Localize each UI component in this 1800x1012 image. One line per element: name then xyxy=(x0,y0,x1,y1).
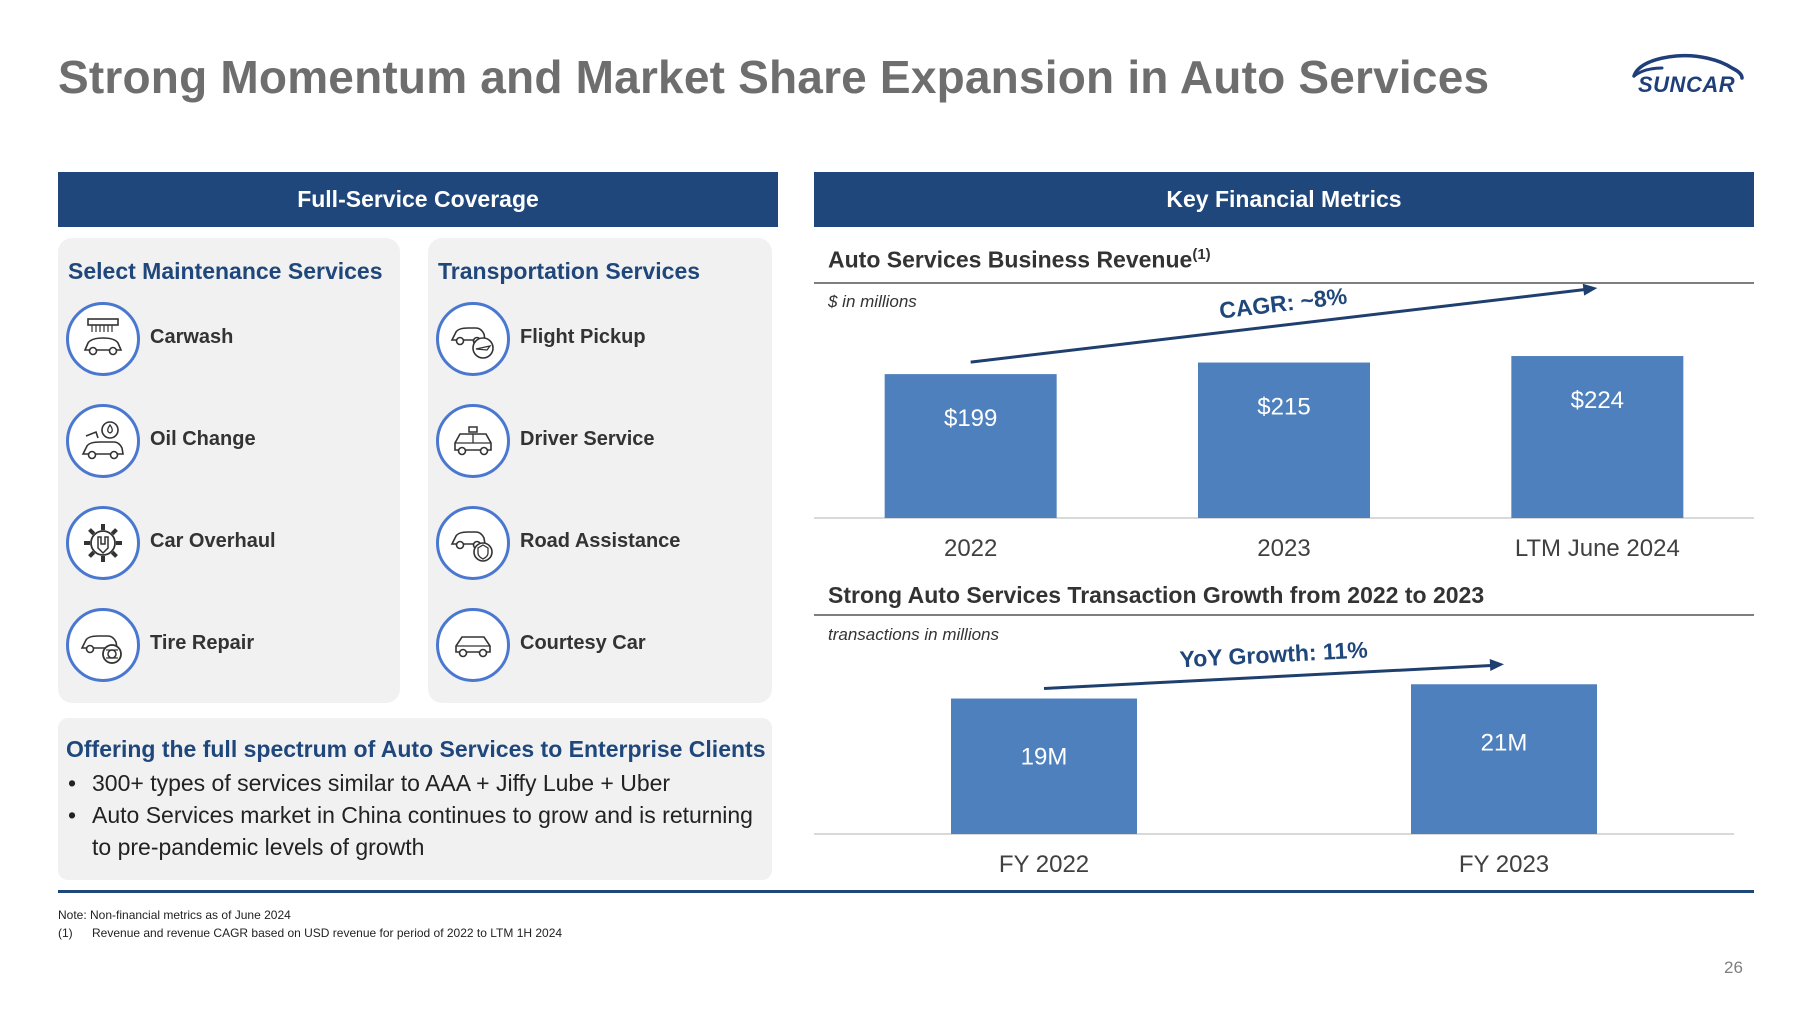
data-label: $224 xyxy=(1571,387,1624,414)
page-number: 26 xyxy=(1724,958,1743,977)
service-item-tire-repair: Tire Repair xyxy=(66,608,386,684)
data-label: $199 xyxy=(944,405,997,432)
bar xyxy=(884,374,1057,518)
taxi-icon xyxy=(436,404,510,478)
offering-box: Offering the full spectrum of Auto Servi… xyxy=(58,718,772,880)
maintenance-heading: Select Maintenance Services xyxy=(68,258,383,284)
gear-wrench-icon xyxy=(66,506,140,580)
offering-bullets: 300+ types of services similar to AAA + … xyxy=(66,767,764,863)
transportation-heading: Transportation Services xyxy=(438,258,701,284)
carwash-icon xyxy=(66,302,140,376)
offering-bullet: 300+ types of services similar to AAA + … xyxy=(66,767,764,799)
transportation-panel: Transportation Services Flight Pickup Dr… xyxy=(428,238,772,703)
logo-text: SUNCAR xyxy=(1638,72,1736,97)
bar xyxy=(1198,362,1370,518)
revenue-title: Auto Services Business Revenue(1) xyxy=(828,246,1211,274)
data-label: $215 xyxy=(1257,394,1310,421)
transactions-title-rule xyxy=(814,614,1754,616)
logo-car-outline-icon xyxy=(1632,53,1744,80)
service-label: Car Overhaul xyxy=(150,530,276,552)
service-item-flight-pickup: Flight Pickup xyxy=(436,302,756,378)
footnote-text: Revenue and revenue CAGR based on USD re… xyxy=(92,926,563,940)
revenue-unit-label: $ in millions xyxy=(828,292,917,311)
bar xyxy=(1511,356,1684,518)
footnote-ref: (1) xyxy=(1192,246,1211,263)
road-assistance-icon xyxy=(436,506,510,580)
car-icon xyxy=(436,608,510,682)
footnote-number: (1) xyxy=(58,926,73,940)
growth-annotation: CAGR: ~8% xyxy=(1218,283,1349,324)
offering-title: Offering the full spectrum of Auto Servi… xyxy=(66,736,766,762)
service-label: Carwash xyxy=(150,326,234,348)
trend-arrow xyxy=(970,287,1590,364)
service-label: Flight Pickup xyxy=(520,326,646,348)
revenue-title-rule xyxy=(814,282,1754,284)
full-service-band: Full-Service Coverage xyxy=(58,172,778,227)
tire-repair-icon xyxy=(66,608,140,682)
service-label: Tire Repair xyxy=(150,632,255,654)
service-item-oil-change: Oil Change xyxy=(66,404,386,480)
service-item-car-overhaul: Car Overhaul xyxy=(66,506,386,582)
key-metrics-band: Key Financial Metrics xyxy=(814,172,1754,227)
revenue-title-text: Auto Services Business Revenue xyxy=(828,246,1193,273)
service-item-driver-service: Driver Service xyxy=(436,404,756,480)
service-label: Courtesy Car xyxy=(520,632,646,654)
trend-arrowhead xyxy=(1582,283,1598,296)
note-text: Note: Non-financial metrics as of June 2… xyxy=(58,908,291,922)
x-tick-label: 2023 xyxy=(1257,535,1310,562)
offering-bullet: Auto Services market in China continues … xyxy=(66,799,764,863)
flight-pickup-icon xyxy=(436,302,510,376)
footnote: (1) Revenue and revenue CAGR based on USD… xyxy=(58,926,562,940)
x-tick-label: 2022 xyxy=(944,535,997,562)
service-item-courtesy-car: Courtesy Car xyxy=(436,608,756,684)
service-label: Driver Service xyxy=(520,428,655,450)
page-title: Strong Momentum and Market Share Expansi… xyxy=(58,51,1490,103)
oil-change-icon xyxy=(66,404,140,478)
service-item-road-assistance: Road Assistance xyxy=(436,506,756,582)
transactions-title: Strong Auto Services Transaction Growth … xyxy=(828,582,1485,608)
maintenance-panel: Select Maintenance Services Carwash Oil … xyxy=(58,238,400,703)
service-item-carwash: Carwash xyxy=(66,302,386,378)
service-label: Oil Change xyxy=(150,428,256,450)
x-tick-label: LTM June 2024 xyxy=(1515,535,1680,562)
bottom-divider xyxy=(58,890,1754,893)
service-label: Road Assistance xyxy=(520,530,681,552)
suncar-logo: SUNCAR xyxy=(1628,46,1748,106)
transactions-unit-label: transactions in millions xyxy=(828,625,1000,644)
